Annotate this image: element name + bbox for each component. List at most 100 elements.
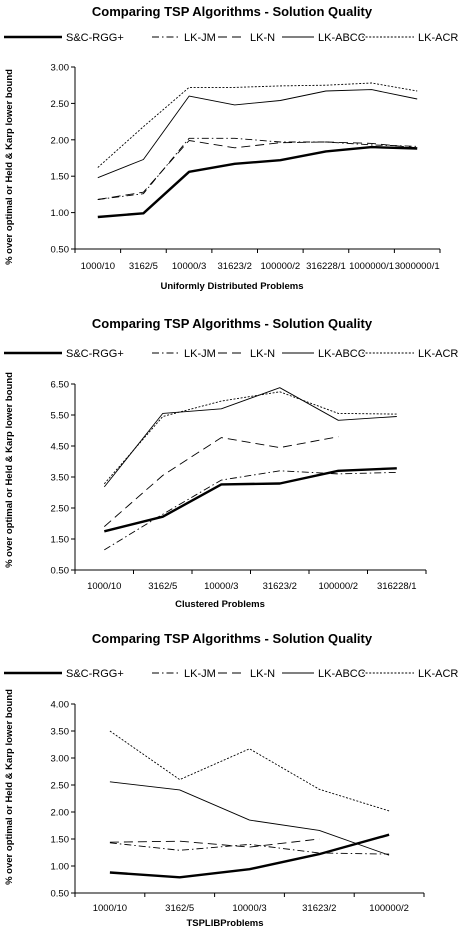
legend-label: S&C-RGG+ xyxy=(66,32,124,44)
legend-entry: LK-JM xyxy=(152,32,216,44)
legend-label: LK-N xyxy=(250,668,275,680)
series-line xyxy=(109,838,320,848)
legend-entry: LK-ACR xyxy=(362,668,458,680)
series-line xyxy=(109,833,390,879)
x-tick-label: 100000/2 xyxy=(318,581,358,592)
series-line xyxy=(109,842,390,855)
y-tick-label: 1.50 xyxy=(51,535,70,546)
x-tick-label: 1000/10 xyxy=(87,581,121,592)
legend: S&C-RGG+ LK-JM LK-N LK-ABCC LK-ACR xyxy=(4,32,458,44)
legend-label: LK-ACR xyxy=(418,348,458,360)
legend-entry: S&C-RGG+ xyxy=(4,668,124,680)
x-tick-label: 1000/10 xyxy=(81,261,115,272)
chart-panel-tsplib: Comparing TSP Algorithms - Solution Qual… xyxy=(4,631,458,929)
legend-label: LK-ACR xyxy=(418,668,458,680)
y-tick-label: 3.00 xyxy=(51,63,70,74)
y-tick-label: 2.50 xyxy=(51,781,70,792)
x-tick-label: 3162/5 xyxy=(129,261,158,272)
series-line xyxy=(97,140,418,200)
legend-entry: LK-N xyxy=(218,32,275,44)
x-axis-label: TSPLIBProblems xyxy=(186,918,263,929)
legend-entry: S&C-RGG+ xyxy=(4,32,124,44)
series-line xyxy=(104,467,397,533)
x-tick-label: 3162/5 xyxy=(148,581,177,592)
legend-entry: LK-N xyxy=(218,348,275,360)
x-tick-label: 316228/1 xyxy=(377,581,417,592)
plot-area: 0.50 1.00 1.50 2.00 2.50 3.00 3.50 4.00 1000/10 3… xyxy=(51,700,425,914)
x-tick-label: 316228/1 xyxy=(306,261,346,272)
y-tick-label: 2.50 xyxy=(51,504,70,515)
legend-label: LK-ACR xyxy=(418,32,458,44)
series-line xyxy=(109,730,390,812)
series-line xyxy=(109,781,390,856)
legend-label: LK-JM xyxy=(184,668,216,680)
y-tick-label: 3.00 xyxy=(51,754,70,765)
legend-label: LK-ABCC xyxy=(318,32,366,44)
y-axis-label: % over optimal or Held & Karp lower boun… xyxy=(4,69,15,265)
legend-entry: LK-ABCC xyxy=(282,32,366,44)
x-axis-label: Clustered Problems xyxy=(175,599,265,610)
y-tick-label: 0.50 xyxy=(51,245,70,256)
y-tick-label: 1.00 xyxy=(51,862,70,873)
series-line xyxy=(103,391,397,485)
plot-area: 0.50 1.00 1.50 2.00 2.50 3.00 1000/10 3162/5 100… xyxy=(51,63,441,272)
y-tick-label: 1.50 xyxy=(51,835,70,846)
legend-entry: LK-ACR xyxy=(362,348,458,360)
x-tick-label: 31623/2 xyxy=(302,903,336,914)
x-tick-label: 10000/3 xyxy=(172,261,206,272)
y-tick-label: 3.50 xyxy=(51,473,70,484)
y-tick-label: 4.00 xyxy=(51,700,70,711)
chart-panel-uniform: Comparing TSP Algorithms - Solution Qual… xyxy=(4,4,458,292)
x-tick-label: 10000/3 xyxy=(232,903,266,914)
series-line xyxy=(104,436,339,527)
legend-label: LK-JM xyxy=(184,32,216,44)
y-tick-label: 0.50 xyxy=(51,566,70,577)
legend-entry: LK-ABCC xyxy=(282,348,366,360)
x-tick-label: 100000/2 xyxy=(369,903,409,914)
x-tick-label: 3162/5 xyxy=(165,903,194,914)
plot-area: 0.50 1.50 2.50 3.50 4.50 5.50 6.50 1000/10 3162/… xyxy=(51,380,427,592)
x-tick-label: 1000/10 xyxy=(93,903,127,914)
chart-panel-clustered: Comparing TSP Algorithms - Solution Qual… xyxy=(4,316,458,610)
series-line xyxy=(103,387,397,488)
legend-label: S&C-RGG+ xyxy=(66,348,124,360)
y-tick-label: 2.00 xyxy=(51,808,70,819)
x-tick-label: 10000/3 xyxy=(204,581,238,592)
legend-entry: LK-ACR xyxy=(362,32,458,44)
legend-label: S&C-RGG+ xyxy=(66,668,124,680)
series-line xyxy=(97,82,418,168)
legend-entry: LK-JM xyxy=(152,668,216,680)
y-tick-label: 2.00 xyxy=(51,135,70,146)
series-line xyxy=(97,89,418,179)
legend-label: LK-JM xyxy=(184,348,216,360)
chart-title: Comparing TSP Algorithms - Solution Qual… xyxy=(92,4,373,19)
y-axis-label: % over optimal or Held & Karp lower boun… xyxy=(4,689,15,885)
y-tick-label: 4.50 xyxy=(51,442,70,453)
legend-entry: LK-N xyxy=(218,668,275,680)
legend-entry: LK-ABCC xyxy=(282,668,366,680)
y-axis-label: % over optimal or Held & Karp lower boun… xyxy=(4,372,15,568)
legend-entry: LK-JM xyxy=(152,348,216,360)
x-tick-label: 3000000/1 xyxy=(395,261,440,272)
chart-title: Comparing TSP Algorithms - Solution Qual… xyxy=(92,316,373,331)
legend-label: LK-ABCC xyxy=(318,348,366,360)
x-axis-label: Uniformly Distributed Problems xyxy=(160,281,303,292)
y-tick-label: 2.50 xyxy=(51,99,70,110)
legend-entry: S&C-RGG+ xyxy=(4,348,124,360)
y-tick-label: 0.50 xyxy=(51,889,70,900)
legend-label: LK-N xyxy=(250,32,275,44)
series-line xyxy=(97,145,418,219)
legend-label: LK-ABCC xyxy=(318,668,366,680)
y-tick-label: 1.00 xyxy=(51,208,70,219)
legend-label: LK-N xyxy=(250,348,275,360)
y-tick-label: 5.50 xyxy=(51,411,70,422)
x-tick-label: 31623/2 xyxy=(263,581,297,592)
x-tick-label: 100000/2 xyxy=(261,261,301,272)
x-tick-label: 1000000/1 xyxy=(349,261,394,272)
legend: S&C-RGG+ LK-JM LK-N LK-ABCC LK-ACR xyxy=(4,348,458,360)
x-tick-label: 31623/2 xyxy=(218,261,252,272)
series-line xyxy=(97,137,418,200)
y-tick-label: 1.50 xyxy=(51,172,70,183)
legend: S&C-RGG+ LK-JM LK-N LK-ABCC LK-ACR xyxy=(4,668,458,680)
